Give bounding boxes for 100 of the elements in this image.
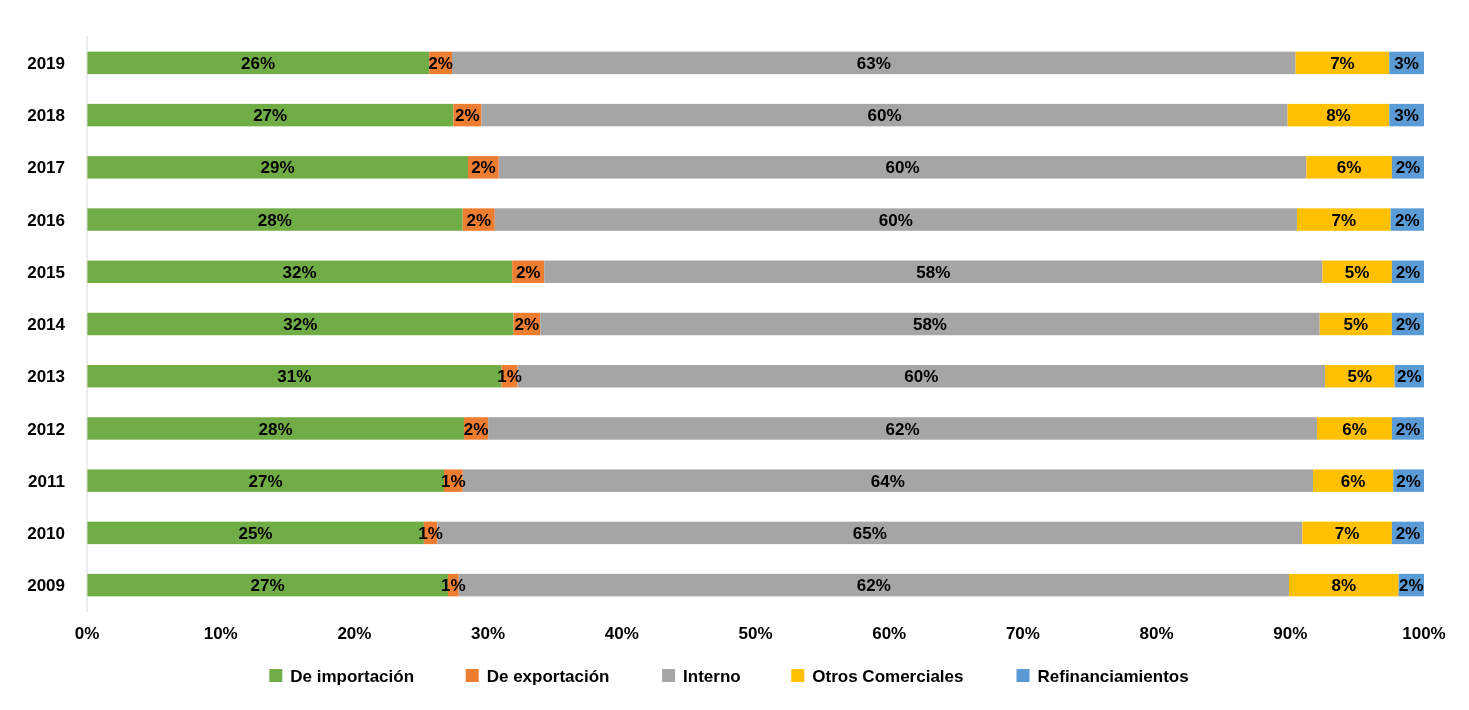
data-label: 7% [1334, 524, 1360, 543]
y-tick-label: 2017 [27, 158, 65, 178]
data-label: 2% [1397, 367, 1422, 387]
data-label: 64% [870, 471, 905, 491]
data-label: 6% [1340, 471, 1366, 491]
bar [87, 51, 430, 75]
data-label: 31% [277, 367, 312, 387]
data-label: 62% [885, 419, 920, 439]
data-label: 5% [1343, 315, 1369, 335]
data-label: 2% [455, 106, 480, 126]
bar [87, 208, 463, 231]
bar [481, 103, 1288, 127]
x-tick-label: 50% [738, 624, 773, 644]
bar [87, 312, 514, 336]
bar [1306, 156, 1392, 179]
y-tick-label: 2013 [27, 367, 65, 387]
bar [87, 103, 454, 127]
bar [87, 417, 465, 440]
data-label: 2% [1395, 262, 1421, 282]
data-label: 6% [1336, 158, 1362, 178]
y-tick-label: 2010 [27, 524, 65, 543]
data-label: 1% [418, 524, 443, 543]
data-label: 60% [867, 106, 902, 126]
bar [87, 260, 513, 284]
data-label: 7% [1330, 54, 1355, 74]
x-tick-label: 90% [1273, 624, 1308, 644]
data-label: 2% [514, 315, 540, 335]
data-label: 2% [466, 210, 492, 230]
bar [87, 156, 469, 179]
data-label: 27% [250, 576, 285, 596]
y-tick-label: 2012 [27, 419, 65, 439]
data-label: 58% [916, 262, 951, 282]
data-label: 2% [1395, 158, 1421, 178]
bar [87, 469, 444, 492]
legend-label: Otros Comerciales [812, 667, 964, 687]
data-label: 8% [1331, 576, 1357, 596]
data-label: 1% [441, 471, 466, 491]
data-label: 2% [471, 158, 496, 178]
data-label: 58% [912, 315, 947, 335]
bar [498, 156, 1307, 179]
data-label: 27% [253, 106, 288, 126]
data-label: 2% [515, 262, 541, 282]
data-label: 3% [1394, 106, 1419, 126]
data-label: 27% [248, 471, 283, 491]
x-tick-label: 0% [74, 624, 100, 644]
data-label: 2% [428, 54, 453, 74]
data-label: 5% [1347, 367, 1373, 387]
data-label: 2% [1399, 576, 1424, 596]
x-tick-label: 60% [872, 624, 907, 644]
data-label: 25% [238, 524, 273, 543]
data-label: 7% [1331, 210, 1357, 230]
x-tick-label: 70% [1005, 624, 1040, 644]
bar [540, 312, 1320, 336]
x-tick-label: 30% [471, 624, 506, 644]
bar [1296, 208, 1391, 231]
data-label: 6% [1342, 419, 1367, 439]
y-tick-label: 2016 [27, 210, 65, 230]
legend-label: De exportación [486, 667, 610, 687]
data-label: 60% [878, 210, 913, 230]
data-label: 8% [1326, 106, 1351, 126]
data-label: 2% [1395, 210, 1420, 230]
bar [1302, 521, 1392, 545]
data-label: 2% [1395, 315, 1421, 335]
x-tick-label: 80% [1139, 624, 1174, 644]
data-label: 28% [257, 210, 292, 230]
data-label: 5% [1344, 262, 1370, 282]
bar [452, 51, 1296, 75]
data-label: 29% [260, 158, 295, 178]
x-tick-label: 40% [604, 624, 639, 644]
bar [1317, 417, 1392, 440]
data-label: 2% [1395, 419, 1421, 439]
data-label: 65% [852, 524, 887, 543]
bar [494, 208, 1297, 231]
data-label: 2% [463, 419, 489, 439]
y-tick-label: 2009 [27, 576, 65, 596]
x-tick-label: 10% [203, 624, 238, 644]
y-tick-label: 2015 [27, 262, 65, 282]
data-label: 1% [497, 367, 522, 387]
y-tick-label: 2014 [27, 315, 66, 335]
data-label: 60% [885, 158, 920, 178]
bar [488, 417, 1318, 440]
data-label: 28% [258, 419, 293, 439]
data-label: 63% [856, 54, 891, 74]
x-tick-label: 100% [1402, 624, 1446, 644]
legend-label: De importación [290, 667, 415, 687]
data-label: 62% [856, 576, 891, 596]
x-tick-label: 20% [337, 624, 372, 644]
bar [1313, 469, 1394, 492]
data-label: 32% [282, 262, 317, 282]
legend-label: Refinanciamientos [1037, 667, 1189, 687]
data-label: 26% [241, 54, 276, 74]
data-label: 60% [904, 367, 939, 387]
data-label: 32% [283, 315, 318, 335]
data-label: 2% [1396, 471, 1421, 491]
y-tick-label: 2011 [28, 471, 65, 491]
bar [1288, 573, 1399, 597]
bar [544, 260, 1323, 284]
data-label: 2% [1395, 524, 1421, 543]
y-tick-label: 2018 [27, 106, 65, 126]
data-label: 3% [1394, 54, 1419, 74]
